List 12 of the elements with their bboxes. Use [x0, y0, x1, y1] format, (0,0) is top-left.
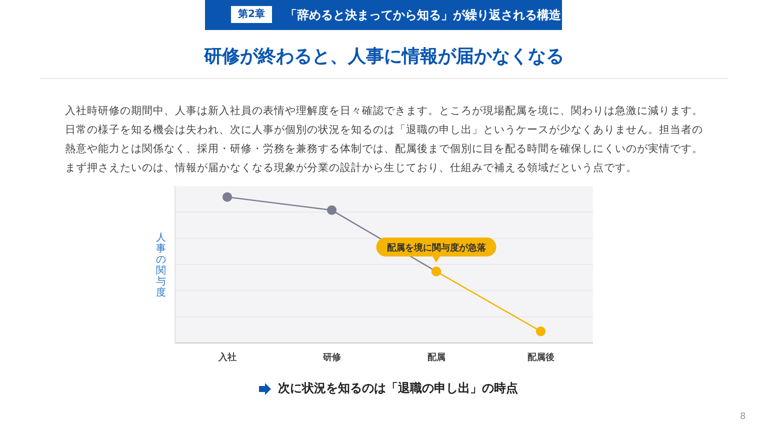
chart-title: 研修が終わると、人事に情報が届かなくなる	[202, 45, 565, 68]
y-axis-title: 人事の関与度	[156, 232, 166, 298]
text: 「辞めると決まってから知る」が繰り返される構造	[285, 7, 561, 24]
text: 入社時研修の期間中、人事は新入社員の表情や理解度を日々確認できます。ところが現場配属を境に、関わりは急激に減ります。日常の様子を知る機会は失われ、次に人事が個別の状況を知るのは「退職の申し出」というケースが少なくありません。担当者の熱意や能力とは関係なく、採用・研修・労務を兼務する体制では、配属後まで個別に目を配る時間を確保しにくいのが実情です。まず押さえたいのは、情報が届かなくなる現象が分業の設計から生じており、仕組みで補える領域だという点です。	[65, 104, 704, 176]
text: 次に状況を知るのは「退職の申し出」の時点	[278, 380, 518, 397]
x-tick-label: 配属後	[527, 352, 556, 363]
x-tick-label: 研修	[322, 352, 342, 363]
x-tick-label: 入社	[217, 352, 236, 363]
x-tick-label: 配属	[427, 352, 446, 363]
annotation: 配属を境に関与度が急落	[386, 242, 487, 254]
text: 第2章	[231, 6, 272, 23]
text: 8	[740, 412, 746, 422]
